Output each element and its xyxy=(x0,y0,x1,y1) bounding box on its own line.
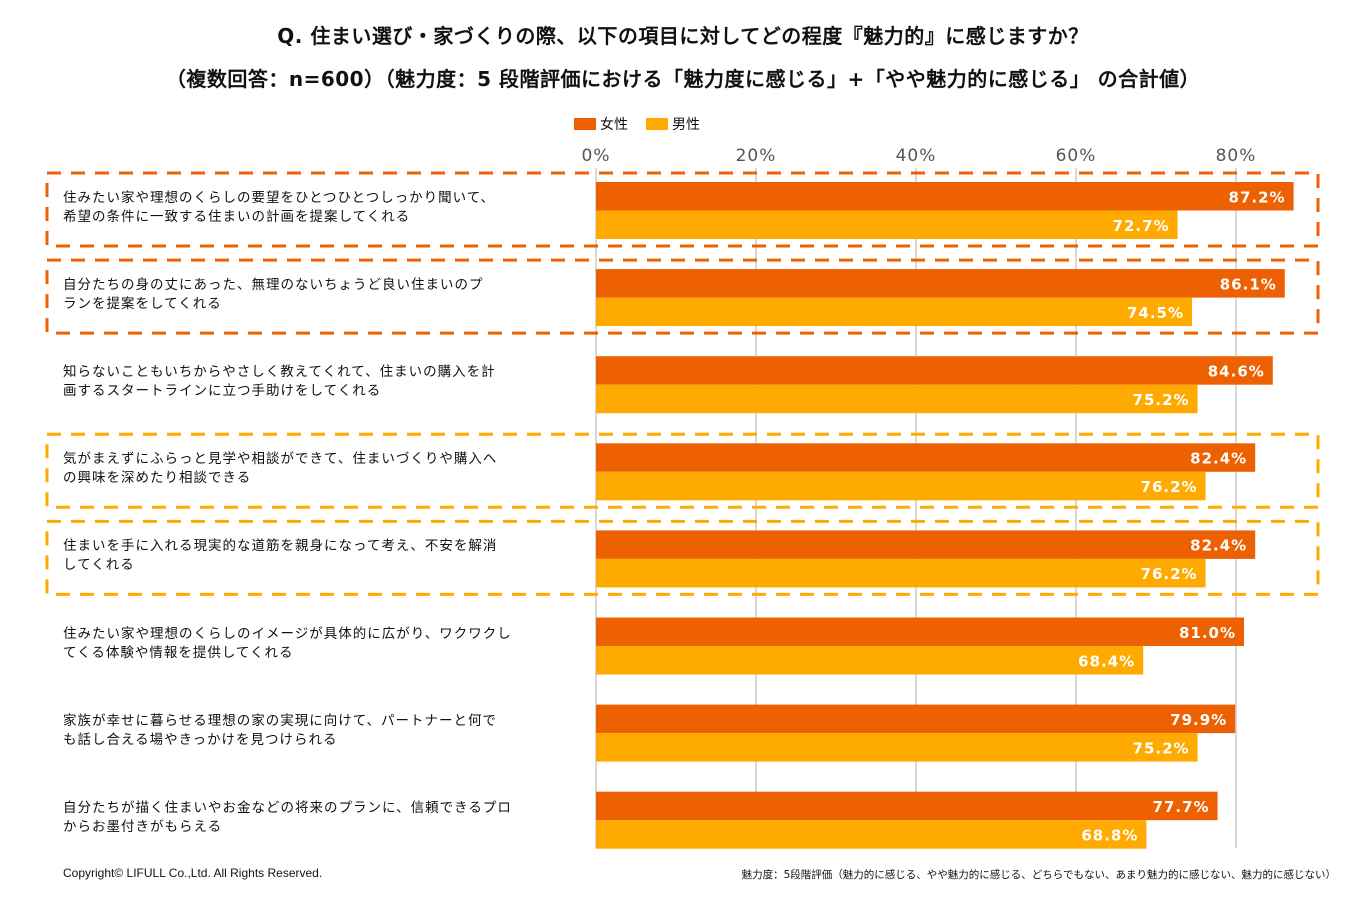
bar-female xyxy=(596,182,1294,211)
chart-subtitle: （複数回答：n=600）（魅力度：5 段階評価における「魅力度に感じる」+「やや… xyxy=(165,67,1201,91)
data-label-male: 74.5% xyxy=(1127,304,1184,322)
category-label: 住みたい家や理想のくらしの要望をひとつひとつしっかり聞いて、 希望の条件に一致す… xyxy=(63,190,496,225)
data-label-male: 68.8% xyxy=(1081,826,1138,844)
highlight-box xyxy=(45,171,1320,248)
legend-label-female: 女性 xyxy=(600,117,628,133)
highlight-box xyxy=(45,432,1320,509)
bar-female xyxy=(596,617,1244,646)
bar-male xyxy=(596,210,1178,239)
category-label: 自分たちの身の丈にあった、無理のないちょうど良い住まいのプ ランを提案をしてくれ… xyxy=(63,277,484,313)
data-label-female: 87.2% xyxy=(1229,188,1286,206)
bar-male xyxy=(596,471,1206,501)
bar-male xyxy=(596,384,1198,414)
legend: 女性 男性 xyxy=(574,114,712,134)
bar-male xyxy=(596,820,1147,849)
legend-swatch-female xyxy=(574,118,596,130)
highlight-box xyxy=(45,519,1320,596)
bar-female xyxy=(596,530,1256,559)
bar-female xyxy=(596,356,1273,385)
bar-male xyxy=(596,558,1206,588)
highlight-box xyxy=(45,258,1320,335)
x-tick-label: 20% xyxy=(736,146,777,166)
data-label-female: 82.4% xyxy=(1190,537,1247,555)
category-label: 気がまえずにふらっと見学や相談ができて、住まいづくりや購入へ の興味を深めたり相… xyxy=(63,451,498,487)
bar-male xyxy=(596,733,1198,762)
bar-male xyxy=(596,646,1144,675)
x-tick-label: 40% xyxy=(896,146,937,166)
bar-male xyxy=(596,297,1192,327)
x-tick-label: 60% xyxy=(1056,146,1097,166)
category-label: 住みたい家や理想のくらしのイメージが具体的に広がり、ワクワクし てくる体験や情報… xyxy=(63,625,512,661)
data-label-male: 68.4% xyxy=(1078,652,1135,670)
data-label-female: 77.7% xyxy=(1153,798,1210,816)
category-label: 自分たちが描く住まいやお金などの将来のプランに、信頼できるプロ からお墨付きがも… xyxy=(63,799,512,835)
footnote: 魅力度：5段階評価（魅力的に感じる、やや魅力的に感じる、どちらでもない、あまり魅… xyxy=(741,869,1336,881)
category-label: 知らないこともいちからやさしく教えてくれて、住まいの購入を計 画するスタートライ… xyxy=(63,364,496,400)
bar-female xyxy=(596,791,1218,821)
data-label-female: 79.9% xyxy=(1170,711,1227,729)
copyright: Copyright© LIFULL Co.,Ltd. All Rights Re… xyxy=(63,866,323,880)
data-label-female: 84.6% xyxy=(1208,362,1265,380)
data-label-female: 82.4% xyxy=(1190,450,1247,468)
data-label-male: 75.2% xyxy=(1133,739,1190,757)
legend-swatch-male xyxy=(646,118,668,130)
data-label-male: 75.2% xyxy=(1133,391,1190,409)
legend-label-male: 男性 xyxy=(672,117,700,133)
bar-female xyxy=(596,443,1256,472)
legend-item-female: 女性 xyxy=(574,114,628,134)
data-label-female: 86.1% xyxy=(1220,275,1277,293)
bar-female xyxy=(596,269,1285,298)
category-label: 家族が幸せに暮らせる理想の家の実現に向けて、パートナーと何で も話し合える場やき… xyxy=(63,712,498,748)
bar-female xyxy=(596,704,1236,734)
category-label: 住まいを手に入れる現実的な道筋を親身になって考え、不安を解消 してくれる xyxy=(63,538,498,574)
legend-item-male: 男性 xyxy=(646,114,700,134)
data-label-female: 81.0% xyxy=(1179,624,1236,642)
chart-title: Q. 住まい選び・家づくりの際、以下の項目に対してどの程度『魅力的』に感じますか… xyxy=(277,24,1089,48)
x-tick-label: 80% xyxy=(1216,146,1257,166)
data-label-male: 76.2% xyxy=(1141,565,1198,583)
data-label-male: 72.7% xyxy=(1113,217,1170,235)
x-tick-label: 0% xyxy=(582,146,611,166)
data-label-male: 76.2% xyxy=(1141,478,1198,496)
